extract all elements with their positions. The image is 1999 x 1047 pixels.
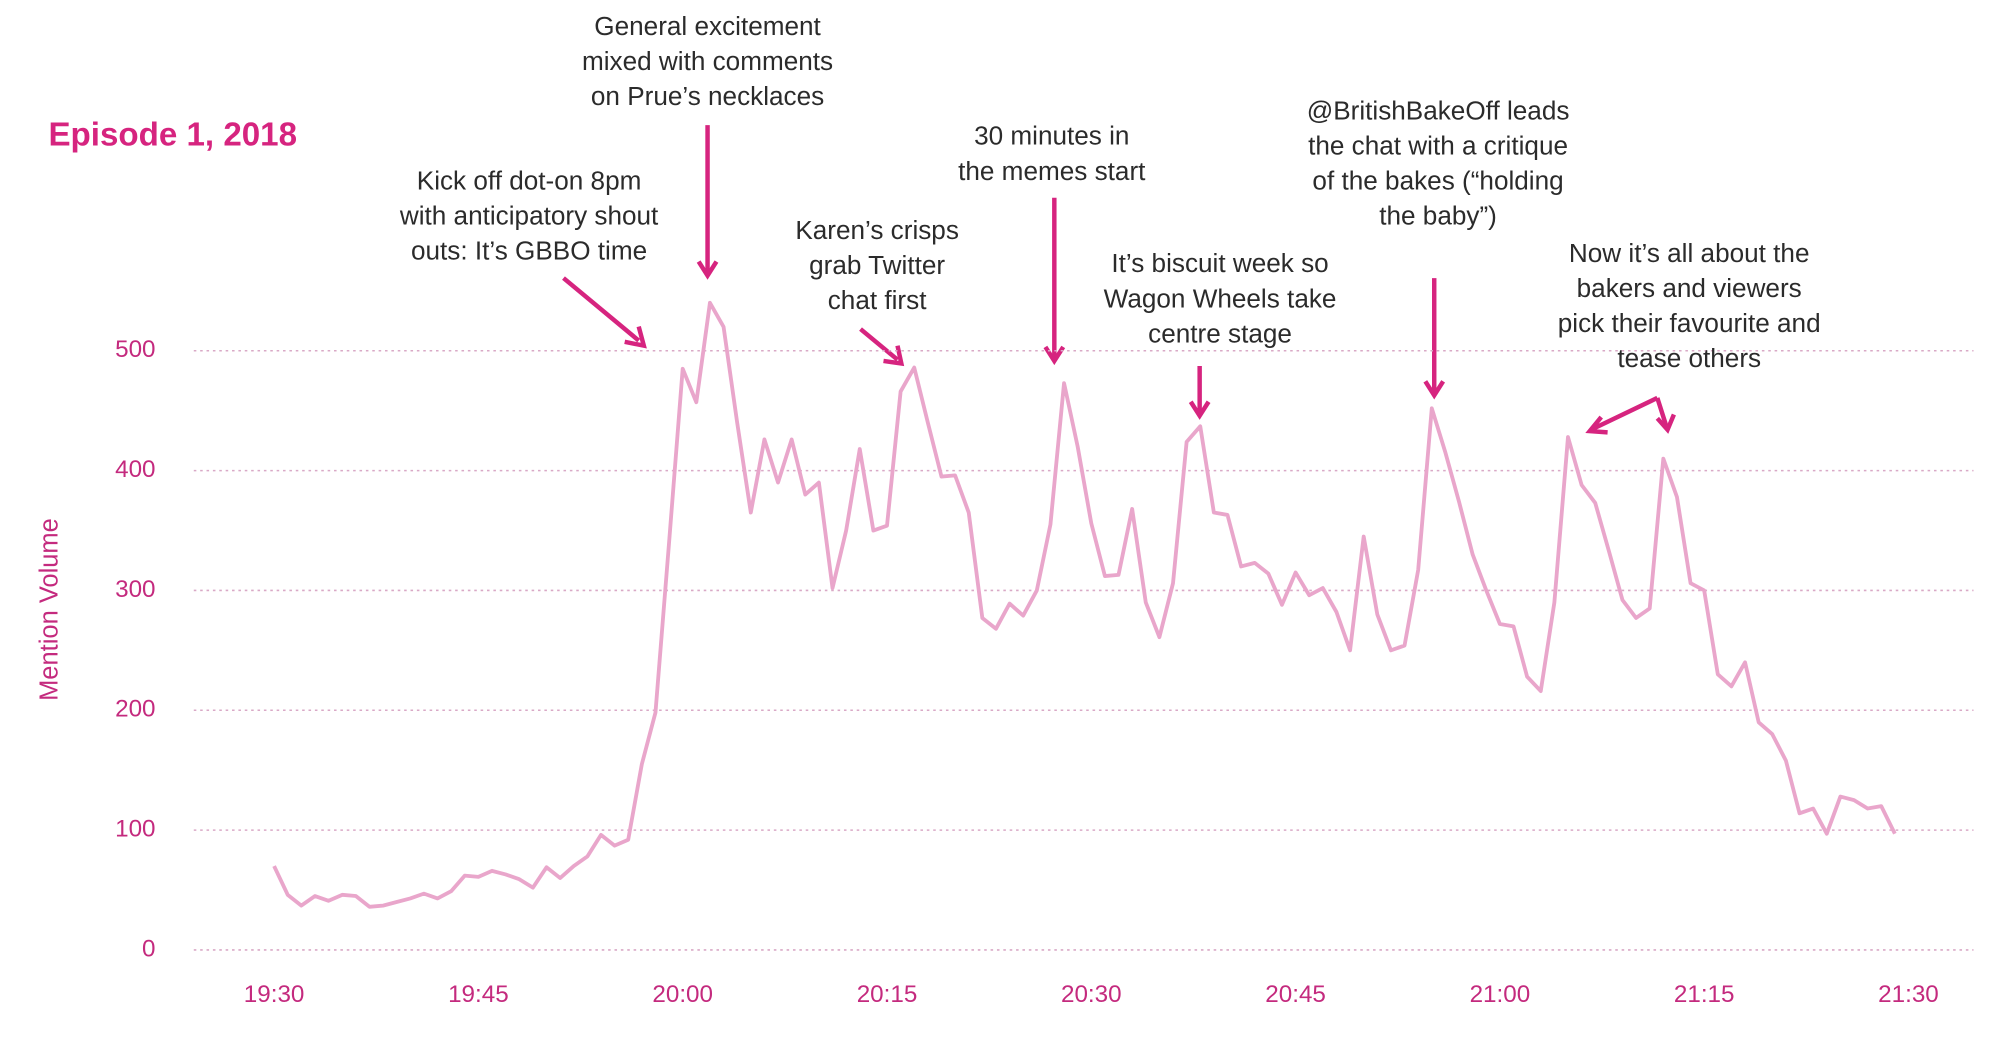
- chart-title: Episode 1, 2018: [48, 116, 297, 153]
- y-tick-label: 400: [115, 456, 155, 483]
- annotation: @BritishBakeOff leads: [1307, 95, 1570, 125]
- annotation: chat first: [828, 285, 927, 315]
- annotation: Karen’s crisps: [795, 215, 959, 245]
- annotation: grab Twitter: [809, 250, 945, 280]
- y-tick-label: 300: [115, 576, 155, 603]
- arrow-head: [1043, 345, 1066, 366]
- x-tick-label: 19:45: [448, 981, 509, 1008]
- x-tick-label: 21:00: [1470, 981, 1531, 1008]
- annotation: Now it’s all about the: [1569, 238, 1810, 268]
- y-axis-label: Mention Volume: [36, 518, 64, 701]
- annotation: the memes start: [958, 156, 1146, 186]
- x-tick-label: 19:30: [244, 981, 305, 1008]
- arrow: [859, 327, 899, 362]
- arrow-head: [883, 345, 905, 367]
- x-tick-label: 21:30: [1878, 981, 1939, 1008]
- arrow-head: [1423, 380, 1446, 400]
- arrow-head: [624, 325, 647, 349]
- annotation: the chat with a critique: [1308, 130, 1568, 160]
- annotation-arrows: [562, 125, 1676, 435]
- arrow: [562, 276, 641, 343]
- y-tick-label: 200: [115, 696, 155, 723]
- annotation: with anticipatory shout: [399, 200, 659, 230]
- y-tick-label: 0: [142, 935, 155, 962]
- arrow-head: [1585, 413, 1676, 435]
- y-tick-label: 500: [115, 336, 155, 363]
- annotation: pick their favourite and: [1558, 308, 1821, 338]
- annotation: centre stage: [1148, 318, 1292, 348]
- annotation: on Prue’s necklaces: [591, 81, 824, 111]
- annotation: Wagon Wheels take: [1104, 283, 1337, 313]
- annotation: It’s biscuit week so: [1111, 248, 1328, 278]
- annotation: tease others: [1617, 343, 1761, 373]
- annotation: the baby”): [1379, 200, 1497, 230]
- arrow: [1592, 395, 1669, 431]
- x-tick-label: 20:45: [1265, 981, 1326, 1008]
- x-tick-label: 20:30: [1061, 981, 1122, 1008]
- annotation: bakers and viewers: [1577, 273, 1802, 303]
- annotation: outs: It’s GBBO time: [411, 235, 647, 265]
- y-tick-label: 100: [115, 815, 155, 842]
- data-line: [272, 300, 1897, 909]
- x-tick-label: 20:15: [857, 981, 918, 1008]
- annotation: mixed with comments: [582, 46, 833, 76]
- annotation: General excitement: [594, 11, 821, 41]
- annotation: Kick off dot-on 8pm: [417, 165, 642, 195]
- x-tick-label: 20:00: [652, 981, 713, 1008]
- annotation: of the bakes (“holding: [1312, 165, 1563, 195]
- arrow-head: [696, 260, 719, 280]
- arrow-head: [1188, 400, 1211, 420]
- x-tick-label: 21:15: [1674, 981, 1735, 1008]
- annotation: 30 minutes in: [974, 121, 1129, 151]
